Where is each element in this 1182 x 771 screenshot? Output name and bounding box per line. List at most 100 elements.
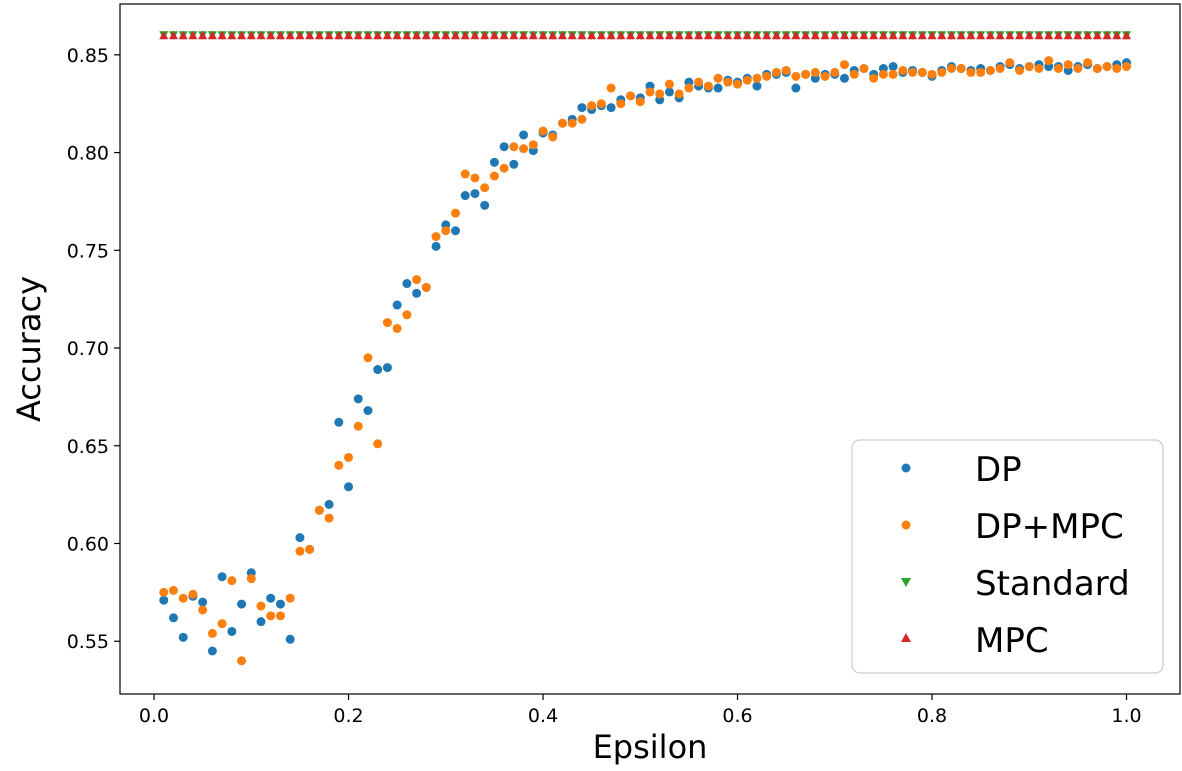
point-dp [480,200,490,210]
point-dp [256,617,266,627]
point-dp-mpc [1024,62,1034,72]
point-mpc [694,30,704,40]
point-dp [178,632,188,642]
point-mpc [237,30,247,40]
point-mpc [946,30,956,40]
point-mpc [596,30,606,40]
legend-standard-marker [901,578,911,587]
point-dp-mpc [810,67,820,77]
point-mpc [431,30,441,40]
point-mpc [577,30,587,40]
point-mpc [363,30,373,40]
point-mpc [382,30,392,40]
y-tick-label: 0.80 [67,143,109,165]
point-mpc [295,30,305,40]
point-mpc [985,30,995,40]
legend-dp-mpc-marker [901,520,911,530]
point-dp [373,365,383,375]
point-mpc [217,30,227,40]
point-mpc [519,30,529,40]
point-dp [207,646,217,656]
point-mpc [917,30,927,40]
point-mpc [733,30,743,40]
point-dp-mpc [888,69,898,79]
point-mpc [285,30,295,40]
point-mpc [1073,30,1083,40]
y-tick-label: 0.85 [67,45,109,67]
point-dp-mpc [168,585,178,595]
point-mpc [587,30,597,40]
point-dp [266,593,276,603]
point-mpc [664,30,674,40]
point-dp-mpc [626,91,636,101]
point-dp-mpc [927,69,937,79]
point-mpc [460,30,470,40]
point-dp-mpc [499,163,509,173]
point-mpc [956,30,966,40]
point-dp-mpc [596,99,606,109]
point-dp-mpc [567,118,577,128]
plot-points [159,30,1132,666]
point-dp [217,572,227,582]
point-dp-mpc [548,132,558,142]
point-dp-mpc [305,544,315,554]
point-dp-mpc [849,69,859,79]
point-dp [606,103,616,113]
point-dp [334,417,344,427]
point-mpc [810,30,820,40]
point-dp-mpc [587,101,597,111]
legend-mpc-marker [901,633,911,642]
point-dp-mpc [266,611,276,621]
point-dp-mpc [509,142,519,152]
point-dp [451,226,461,236]
point-mpc [1034,30,1044,40]
point-mpc [1053,30,1063,40]
point-dp-mpc [1044,56,1054,66]
plot-area-frame [119,3,1181,695]
point-dp-mpc [869,73,879,83]
point-mpc [1044,30,1054,40]
point-dp-mpc [1092,64,1102,74]
point-dp-mpc [207,628,217,638]
point-dp-mpc [937,67,947,77]
point-mpc [752,30,762,40]
point-mpc [412,30,422,40]
point-dp-mpc [645,87,655,97]
y-tick-label: 0.75 [67,240,109,262]
point-mpc [324,30,334,40]
point-dp [470,189,480,199]
point-mpc [305,30,315,40]
point-dp-mpc [801,69,811,79]
point-mpc [256,30,266,40]
point-mpc [168,30,178,40]
point-dp-mpc [538,126,548,136]
point-dp-mpc [441,226,451,236]
point-mpc [888,30,898,40]
point-mpc [198,30,208,40]
point-dp-mpc [1122,62,1132,72]
point-mpc [801,30,811,40]
point-dp-mpc [946,64,956,74]
point-dp-mpc [470,173,480,183]
point-dp-mpc [227,576,237,586]
x-tick-label: 0.0 [139,705,169,727]
legend-box [851,439,1164,674]
point-dp [888,62,898,72]
point-mpc [645,30,655,40]
point-dp [402,279,412,289]
point-dp-mpc [295,546,305,556]
point-dp [237,599,247,609]
point-dp [275,599,285,609]
point-dp-mpc [771,67,781,77]
point-dp-mpc [995,64,1005,74]
point-dp [664,87,674,97]
point-mpc [489,30,499,40]
point-dp-mpc [159,587,169,597]
point-mpc [1122,30,1132,40]
point-mpc [781,30,791,40]
x-axis-label: Epsilon [593,728,708,766]
point-dp [791,83,801,93]
point-mpc [869,30,879,40]
point-dp-mpc [421,282,431,292]
point-mpc [839,30,849,40]
